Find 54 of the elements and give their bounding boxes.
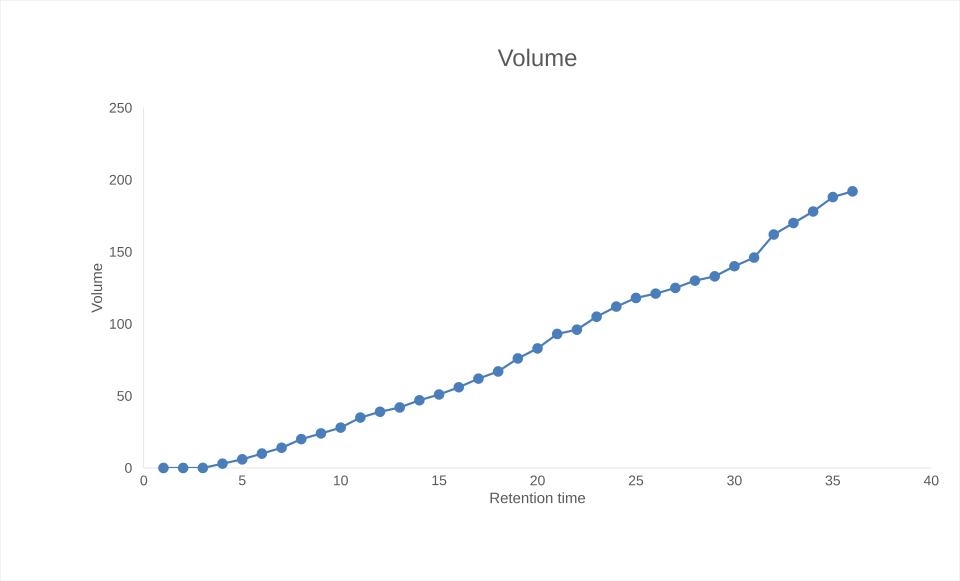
chart-title: Volume (498, 48, 576, 66)
point (847, 186, 858, 197)
y-tick-label: 0 (125, 463, 132, 474)
y-tick-label: 100 (110, 319, 132, 329)
x-tick-label: 15 (432, 476, 446, 486)
point (591, 312, 602, 322)
x-axis-title: Retention time (490, 492, 586, 504)
point (414, 395, 425, 406)
point (217, 458, 228, 470)
point (335, 422, 346, 434)
x-tick-label: 35 (826, 476, 840, 486)
point (492, 366, 504, 377)
point (768, 229, 780, 240)
point (828, 192, 838, 203)
point (198, 462, 208, 474)
x-tick-label: 40 (924, 476, 938, 486)
point (729, 261, 740, 272)
point (473, 373, 484, 384)
y-tick-label: 150 (110, 247, 132, 257)
point (296, 434, 307, 445)
point (808, 206, 818, 217)
x-tick-label: 10 (334, 476, 348, 486)
y-tick-label: 50 (117, 391, 132, 402)
point (690, 275, 700, 286)
point (453, 382, 464, 393)
point (158, 462, 169, 474)
point (670, 282, 681, 294)
point (709, 271, 720, 282)
y-tick-label: 250 (110, 102, 132, 113)
point (650, 288, 661, 300)
point (374, 406, 386, 418)
point (434, 389, 444, 400)
point (552, 328, 563, 340)
x-tick-label: 0 (140, 476, 148, 486)
y-tick-label: 200 (110, 174, 132, 185)
y-axis-title: Volume (91, 264, 102, 313)
point (236, 454, 248, 465)
point (276, 442, 287, 454)
point (316, 428, 326, 439)
point (178, 462, 188, 474)
point (610, 301, 622, 312)
point (748, 252, 760, 264)
x-tick-label: 5 (238, 476, 246, 486)
point (355, 412, 366, 423)
point (512, 353, 524, 364)
point (788, 218, 799, 228)
point (532, 343, 543, 354)
x-tick-label: 30 (727, 476, 742, 486)
point (572, 324, 582, 336)
point (394, 402, 406, 413)
x-tick-label: 20 (530, 476, 545, 486)
point (256, 448, 268, 459)
x-tick-label: 25 (628, 476, 644, 486)
point (630, 292, 642, 304)
